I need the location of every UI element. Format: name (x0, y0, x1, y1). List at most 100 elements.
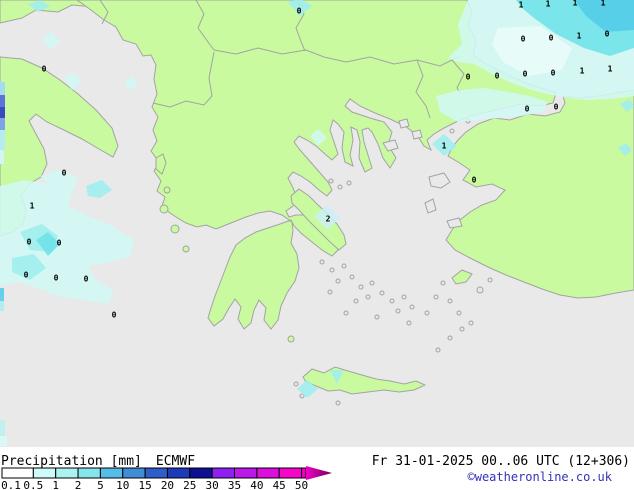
scale-segment-overflow (301, 467, 307, 479)
station-value: 0 (605, 30, 610, 39)
precip-edge-stripe (0, 420, 5, 436)
scale-segment (99, 467, 124, 479)
island-dot (395, 308, 401, 314)
precip-ionian-medium-2 (12, 254, 46, 280)
country-border (415, 59, 431, 119)
island-dot (440, 280, 446, 286)
island-dot (409, 304, 415, 310)
station-value: 0 (525, 105, 530, 114)
forecast-timestamp: Fr 31-01-2025 00..06 UTC (12+306) (371, 454, 630, 469)
station-value: 1 (577, 32, 582, 41)
island-dot (476, 286, 484, 294)
land-anatolia (445, 89, 634, 299)
island-dot (374, 314, 380, 320)
island-dot (447, 298, 453, 304)
station-value: 0 (554, 103, 559, 112)
island-outline (411, 129, 423, 140)
island-outline (398, 118, 410, 129)
station-value: 0 (62, 169, 67, 178)
scale-tick-label: 25 (183, 479, 196, 490)
station-value: 0 (551, 69, 556, 78)
station-value: 0 (57, 239, 62, 248)
precip-edge-stripe (0, 436, 7, 446)
island-dot (328, 178, 334, 184)
scale-segment (144, 467, 168, 479)
scale-segment (278, 467, 303, 479)
island-dot (389, 298, 395, 304)
island-outline (424, 198, 437, 214)
station-value: 1 (546, 0, 551, 9)
island-green (159, 204, 169, 214)
station-value: 0 (472, 176, 477, 185)
scale-segment (122, 467, 146, 479)
island-green (170, 224, 180, 234)
island-dot (327, 289, 333, 295)
station-value: 1 (519, 1, 524, 10)
scale-tick-label: 0.5 (23, 479, 43, 490)
scale-tick-label: 5 (97, 479, 104, 490)
precip-edge-stripe (0, 118, 5, 130)
scale-tick-label: 40 (250, 479, 263, 490)
station-value: 1 (30, 202, 35, 211)
precip-diamond-apulia-2 (64, 72, 82, 90)
scale-tick-label: 30 (206, 479, 219, 490)
precip-edge-stripe (0, 288, 4, 301)
precipitation-map: 0 0 0 1 0 0 0 0 0 0 1 1 1 1 0 0 1 0 0 0 0 0 1 1 0 0 1 0 2 (0, 0, 634, 447)
scale-segment (166, 467, 191, 479)
island-dot (341, 263, 347, 269)
island-dot (369, 280, 375, 286)
precip-edge-stripe (0, 301, 4, 311)
station-value: 1 (573, 0, 578, 8)
island-dot (293, 381, 299, 387)
precip-ionian-dark-diamond (36, 232, 60, 256)
precip-diamond-northeast (288, 0, 312, 16)
island-dot (449, 128, 455, 134)
island-dot (353, 298, 359, 304)
scale-tick-label: 0.1 (1, 479, 21, 490)
legend-parameter-label: Precipitation (1, 454, 103, 469)
country-border (195, 0, 215, 51)
island-green (163, 186, 171, 194)
station-value: 0 (24, 271, 29, 280)
island-dot (349, 274, 355, 280)
scale-segment (234, 467, 258, 479)
station-value: 0 (27, 238, 32, 247)
island-dot (424, 310, 430, 316)
island-dot (433, 294, 439, 300)
island-dot (447, 335, 453, 341)
island-dot (335, 400, 341, 406)
station-value: 1 (442, 142, 447, 151)
precip-marmara-light (436, 88, 548, 122)
scale-tick-label: 45 (273, 479, 286, 490)
scale-arrow (306, 466, 332, 480)
station-value: 0 (549, 34, 554, 43)
precip-diamond-thessaloniki (310, 129, 327, 146)
legend-model-label: ECMWF (155, 454, 196, 469)
copyright-notice: ©weatheronline.co.uk (467, 470, 613, 484)
island-dot (343, 310, 349, 316)
country-border (99, 0, 109, 25)
scale-segment (55, 467, 79, 479)
island-dot (365, 294, 371, 300)
scale-segment (1, 467, 34, 479)
scale-segment (77, 467, 101, 479)
scale-tick-label: 10 (116, 479, 129, 490)
legend-units-label: [mm] (110, 454, 142, 469)
station-value: 1 (608, 65, 613, 74)
scale-tick-label: 20 (161, 479, 174, 490)
precip-diamond-euboea (314, 205, 341, 229)
precip-edge-stripe (0, 150, 4, 164)
island-dot (435, 347, 441, 353)
island-green (182, 245, 190, 253)
land-rhodes (451, 269, 473, 285)
island-dot (335, 278, 341, 284)
precip-black-sea-dark (574, 0, 634, 32)
station-value: 0 (42, 65, 47, 74)
country-border (213, 47, 462, 67)
precip-diamond-topleft (28, 0, 50, 12)
island-outline (428, 172, 451, 189)
island-dot (329, 267, 335, 273)
island-outline (446, 217, 463, 229)
island-dot (346, 180, 352, 186)
